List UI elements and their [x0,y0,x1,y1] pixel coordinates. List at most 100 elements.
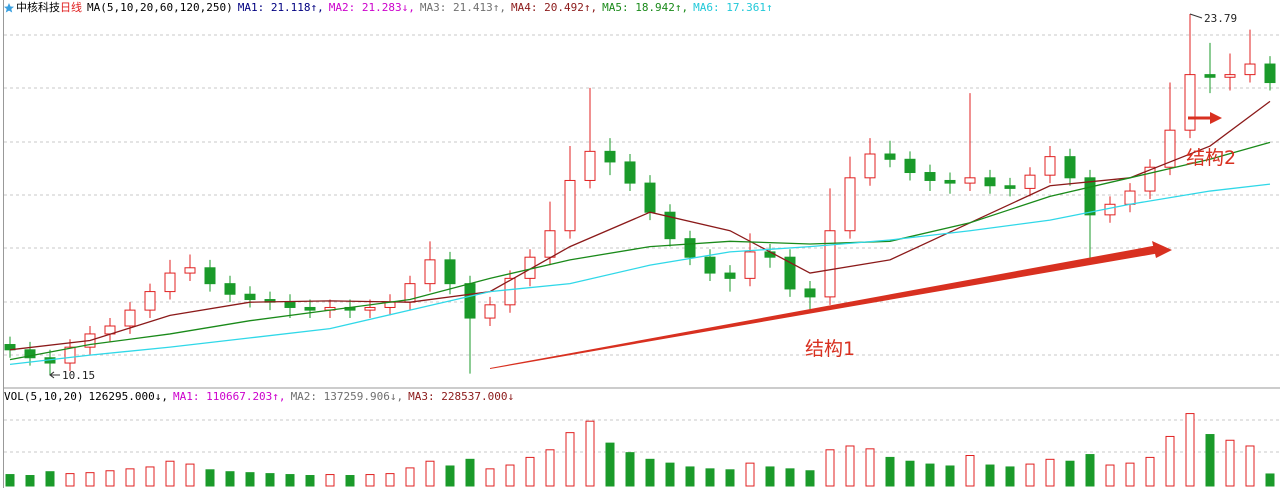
volume-bar [245,472,255,487]
candle-body [204,267,216,285]
candle-body [624,161,636,184]
volume-bar [305,475,315,487]
trend-arrow-long [490,245,1160,369]
volume-bar [165,460,175,487]
volume-bar [1185,413,1195,487]
volume-bar [385,473,395,487]
volume-bar [1085,454,1095,487]
ma-legend: MA2: 21.283↓, [329,1,415,14]
vol-legend: VOL(5,10,20) [4,390,83,403]
high-leader [1189,13,1203,19]
ma-legend: MA1: 21.118↑, [238,1,324,14]
candle-body [544,230,556,258]
ma-line [9,100,1271,351]
volume-bar [465,458,475,487]
ma-line [9,141,1271,361]
volume-bar [125,468,135,487]
candle-body [824,230,836,298]
trend-arrows [490,112,1222,369]
volume-bar [605,442,615,487]
candle-body [1164,129,1176,168]
volume-bar [485,468,495,487]
annotation: 结构1 [805,338,855,360]
volume-bar [325,474,335,487]
volume-bar [1005,466,1015,487]
volume-bar [5,474,15,487]
candle-body [504,277,516,306]
candle-body [964,177,976,184]
volume-bar [425,460,435,487]
candle-body [1184,74,1196,131]
volume-bar [625,452,635,487]
candle-body [484,304,496,319]
candle-body [864,153,876,179]
high-label: 23.79 [1204,12,1237,25]
candle-body [144,291,156,311]
candle-body [184,267,196,274]
candle-body [124,309,136,327]
candle-body [844,177,856,232]
volume-bar [865,448,875,487]
volume-bar [525,456,535,487]
volume-bar [25,475,35,487]
candle-body [1224,74,1236,78]
candle-body [604,150,616,163]
ma-line [9,183,1271,366]
candle-body [224,283,236,295]
candle-body [744,251,756,279]
ma-legend: MA4: 20.492↑, [511,1,597,14]
candle-body [584,150,596,181]
volume-bar [765,466,775,487]
candle-body [564,179,576,232]
candle-body [924,172,936,181]
vol-legend: MA2: 137259.906↓, [291,390,404,403]
ma-legend: MA5: 18.942↑, [602,1,688,14]
candle-body [64,346,76,364]
volume-bar [65,473,75,487]
candle-body [1084,177,1096,216]
price-header: 中核科技日线 MA(5,10,20,60,120,250) MA1: 21.118↑… [16,0,773,14]
volume-bar [725,469,735,487]
candle-body [244,293,256,301]
candle-body [644,182,656,213]
volume-bar [1105,464,1115,487]
candle-body [804,288,816,298]
volume-header: VOL(5,10,20) 126295.000↓, MA1: 110667.203↑… [4,390,514,403]
candle-body [884,153,896,160]
candle-body [764,251,776,258]
volume-bar [785,468,795,487]
volume-bar [885,456,895,487]
candle-body [464,283,476,319]
candle-body [284,301,296,308]
volume-bar [285,474,295,487]
candle-body [1244,63,1256,76]
volume-bar [925,463,935,487]
candle-body [164,272,176,293]
volume-bar [545,449,555,487]
volume-bar [1145,456,1155,487]
vol-legend: MA3: 228537.000↓ [408,390,514,403]
volume-bar [185,463,195,487]
star-icon [4,3,14,13]
candle-body [704,256,716,274]
volume-bar [45,471,55,487]
volume-bar [565,432,575,487]
volume-bar [445,465,455,487]
arrow-head [1152,241,1172,258]
candle-body [984,177,996,187]
volume-bar [225,471,235,487]
candle-body [1004,185,1016,189]
candle-body [1124,190,1136,205]
volume-bar [685,466,695,487]
stock-name: 中核科技 [16,0,60,14]
volume-bar [985,464,995,487]
volume-bar [345,475,355,487]
volume-bar [1265,473,1275,487]
volume-bar [805,470,815,487]
volume-bar [1245,445,1255,487]
period: 日线 [60,0,82,14]
volume-bar [1045,458,1055,487]
candle-body [684,238,696,258]
volume-bar [645,458,655,487]
